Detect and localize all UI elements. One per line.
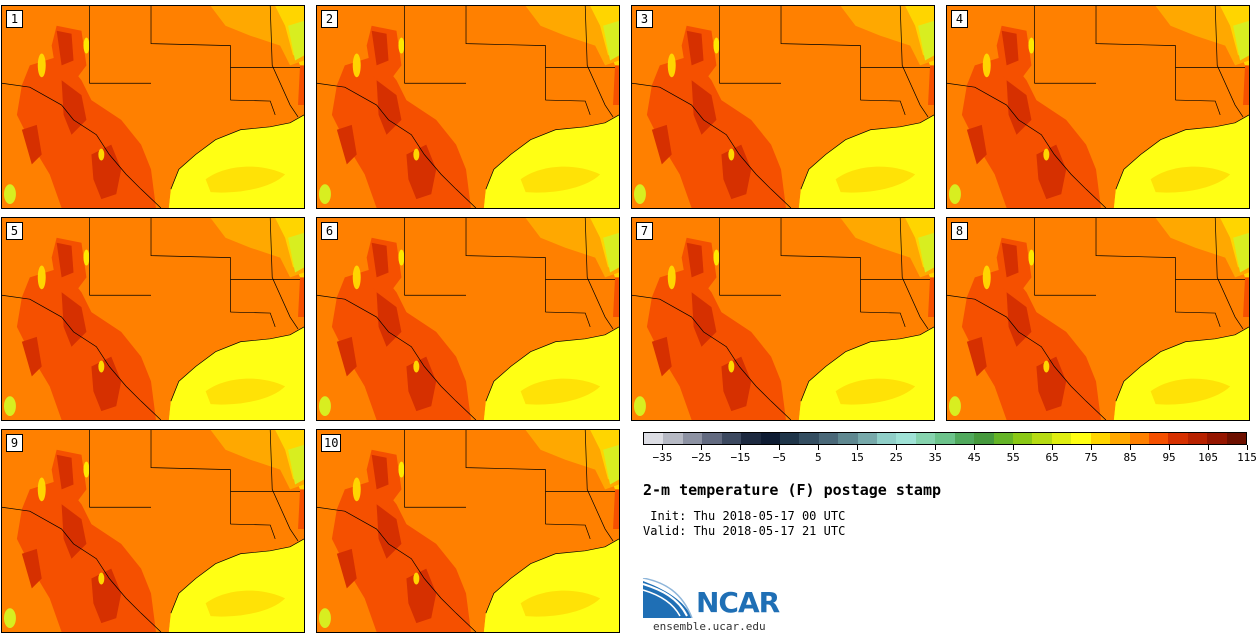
member-label: 4 (951, 10, 968, 28)
colorbar-tick (779, 445, 781, 450)
colorbar-tick (662, 445, 664, 450)
colorbar-tick (974, 445, 976, 450)
colorbar-tick-label: 15 (850, 451, 864, 464)
member-map-7: 7 (631, 217, 935, 421)
colorbar-segment (741, 433, 761, 444)
colorbar-segment (702, 433, 722, 444)
init-time: Init: Thu 2018-05-17 00 UTC (643, 509, 846, 523)
logo-url: ensemble.ucar.edu (653, 620, 766, 633)
colorbar-tick (1208, 445, 1210, 450)
colorbar-segment (682, 433, 703, 444)
colorbar-tick-label: 75 (1084, 451, 1098, 464)
colorbar-tick-label: −5 (772, 451, 786, 464)
ncar-wave-logo (642, 578, 693, 618)
colorbar-tick (740, 445, 742, 450)
temperature-colorbar (643, 432, 1247, 445)
colorbar-tick (1130, 445, 1132, 450)
colorbar-segment (760, 433, 780, 444)
member-map-1: 1 (1, 5, 305, 209)
colorbar-tick (701, 445, 703, 450)
colorbar-tick-label: −15 (730, 451, 751, 464)
date-block: Init: Thu 2018-05-17 00 UTC Valid: Thu 2… (643, 509, 845, 539)
colorbar-tick (1013, 445, 1015, 450)
colorbar-tick-label: 5 (815, 451, 822, 464)
colorbar-segment (1013, 433, 1033, 444)
colorbar-segment (1226, 433, 1247, 444)
colorbar-tick-label: 85 (1123, 451, 1137, 464)
colorbar-segment (799, 433, 819, 444)
member-map-6: 6 (316, 217, 620, 421)
member-label: 1 (6, 10, 23, 28)
colorbar-tick-label: −35 (652, 451, 673, 464)
colorbar-tick (935, 445, 937, 450)
colorbar-segment (1129, 433, 1149, 444)
member-map-8: 8 (946, 217, 1250, 421)
colorbar-segment (915, 433, 936, 444)
member-label: 2 (321, 10, 338, 28)
member-label: 8 (951, 222, 968, 240)
colorbar-segment (1148, 433, 1169, 444)
colorbar-tick-label: 25 (889, 451, 903, 464)
colorbar-tick-label: −25 (691, 451, 712, 464)
colorbar-segment (974, 433, 994, 444)
colorbar-segment (935, 433, 955, 444)
colorbar-segment (1090, 433, 1111, 444)
member-label: 6 (321, 222, 338, 240)
colorbar-tick-label: 105 (1198, 451, 1218, 464)
colorbar-segment (1071, 433, 1091, 444)
colorbar-segment (1168, 433, 1188, 444)
member-map-9: 9 (1, 429, 305, 633)
colorbar-segment (644, 433, 664, 444)
colorbar-tick-label: 35 (928, 451, 942, 464)
colorbar-segment (993, 433, 1014, 444)
member-label: 10 (321, 434, 342, 452)
member-label: 9 (6, 434, 23, 452)
colorbar-tick-label: 65 (1045, 451, 1059, 464)
member-map-5: 5 (1, 217, 305, 421)
member-map-2: 2 (316, 5, 620, 209)
colorbar-tick-label: 45 (967, 451, 981, 464)
member-map-10: 10 (316, 429, 620, 633)
colorbar-segment (1110, 433, 1130, 444)
colorbar-segment (779, 433, 800, 444)
colorbar-tick (1052, 445, 1054, 450)
colorbar-segment (838, 433, 858, 444)
colorbar-segment (896, 433, 916, 444)
colorbar-segment (857, 433, 878, 444)
colorbar-segment (721, 433, 742, 444)
colorbar-segment (818, 433, 839, 444)
colorbar-tick (857, 445, 859, 450)
colorbar-segment (1032, 433, 1052, 444)
member-label: 3 (636, 10, 653, 28)
member-label: 7 (636, 222, 653, 240)
colorbar-segment (1051, 433, 1072, 444)
colorbar-tick (1091, 445, 1093, 450)
colorbar-tick-label: 95 (1162, 451, 1176, 464)
colorbar-segment (954, 433, 975, 444)
figure-title: 2-m temperature (F) postage stamp (643, 481, 942, 499)
colorbar-segment (1187, 433, 1208, 444)
colorbar-tick-label: 55 (1006, 451, 1020, 464)
colorbar-tick-label: 115 (1237, 451, 1257, 464)
member-label: 5 (6, 222, 23, 240)
ncar-logo-text: NCAR (696, 586, 780, 619)
member-map-4: 4 (946, 5, 1250, 209)
colorbar-segment (1207, 433, 1227, 444)
colorbar-segment (663, 433, 683, 444)
colorbar-tick (1247, 445, 1248, 450)
colorbar-tick (818, 445, 820, 450)
colorbar-segment (877, 433, 897, 444)
colorbar-tick (1169, 445, 1171, 450)
colorbar-tick (896, 445, 898, 450)
member-map-3: 3 (631, 5, 935, 209)
valid-time: Valid: Thu 2018-05-17 21 UTC (643, 524, 846, 538)
